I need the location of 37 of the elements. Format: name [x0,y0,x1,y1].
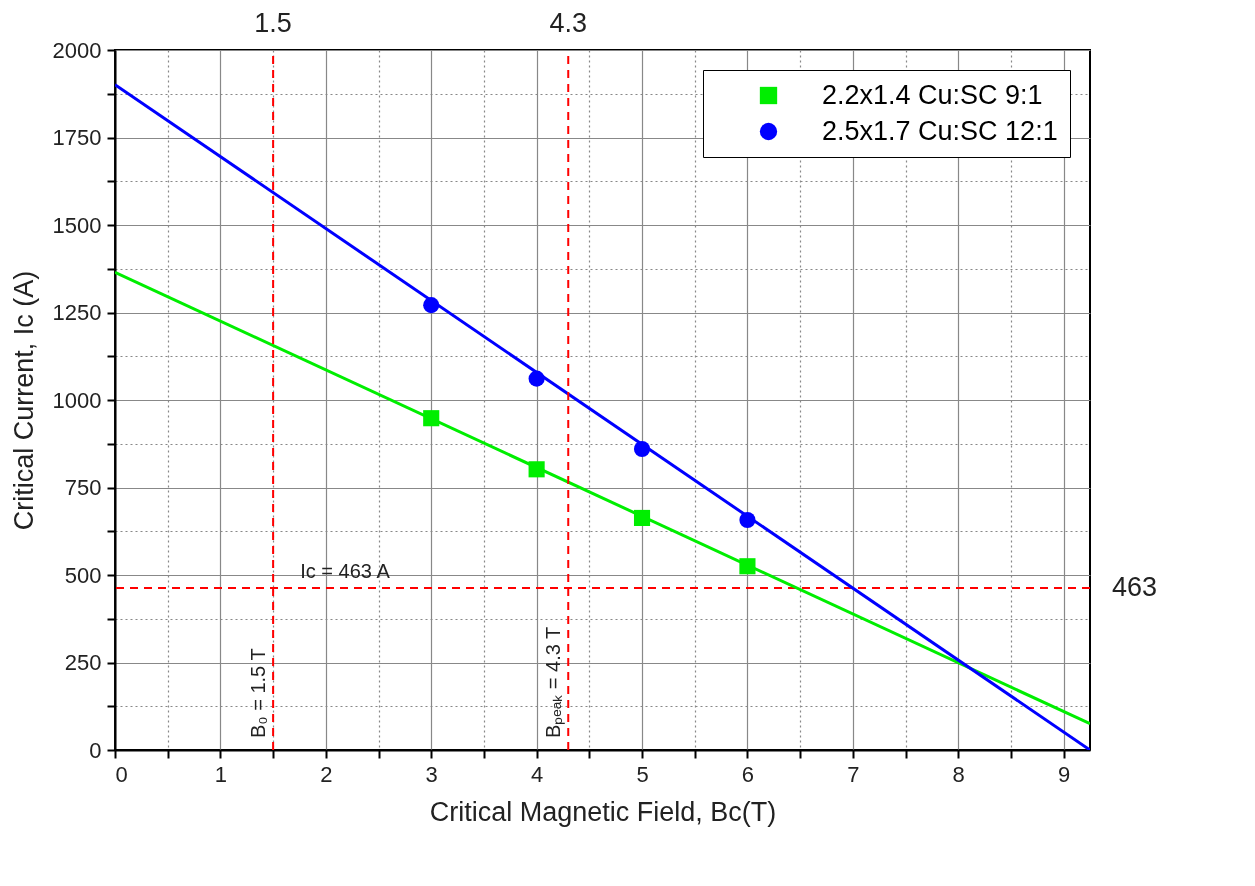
x-tick-label: 5 [636,761,649,787]
annotation: 4.3 [549,8,588,38]
x-tick-label: 8 [952,761,965,787]
x-tick-label: 1 [214,761,228,787]
ref-line-label: Bₚₑₐₖ = 4.3 T [542,626,566,738]
y-tick-label: 1500 [52,212,102,238]
y-tick-label: 500 [64,562,102,588]
annotation: 463 [1112,571,1158,602]
legend-label: 2.2x1.4 Cu:SC 9:1 [822,79,1043,110]
x-tick-label: 9 [1058,761,1071,787]
point [633,440,651,458]
y-axis-title: Critical Current, Ic (A) [8,270,39,531]
y-tick-label: 2000 [52,37,102,63]
y-tick-label: 250 [64,650,102,675]
y-tick-label: 750 [64,475,102,500]
ref-line-label: B₀ = 1.5 T [247,648,270,738]
point [528,461,545,478]
x-tick-label: 2 [320,761,333,787]
x-tick-label: 7 [847,761,860,787]
point [423,297,440,314]
annotation: 1.5 [254,8,292,38]
point [633,509,651,527]
y-tick-label: 0 [89,737,102,763]
legend-label: 2.5x1.7 Cu:SC 12:1 [822,115,1058,146]
point [423,410,440,427]
x-tick-label: 3 [425,761,438,787]
y-tick-label: 1250 [52,300,102,325]
point [739,558,756,575]
x-tick-label: 4 [531,761,544,787]
x-axis-title: Critical Magnetic Field, Bc(T) [429,796,777,827]
y-tick-label: 1000 [52,387,102,413]
point [528,370,545,387]
x-tick-label: 6 [741,761,755,787]
y-tick-label: 1750 [52,125,102,150]
ref-line-label: Ic = 463 A [300,559,391,582]
point [739,512,756,529]
x-tick-label: 0 [115,761,128,787]
